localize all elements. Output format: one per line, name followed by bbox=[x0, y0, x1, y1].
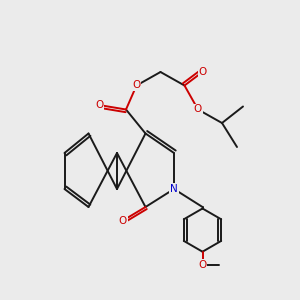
Text: O: O bbox=[198, 67, 207, 77]
Text: O: O bbox=[119, 215, 127, 226]
Text: O: O bbox=[194, 104, 202, 115]
Text: O: O bbox=[132, 80, 141, 91]
Text: O: O bbox=[95, 100, 103, 110]
Text: N: N bbox=[170, 184, 178, 194]
Text: O: O bbox=[198, 260, 207, 270]
